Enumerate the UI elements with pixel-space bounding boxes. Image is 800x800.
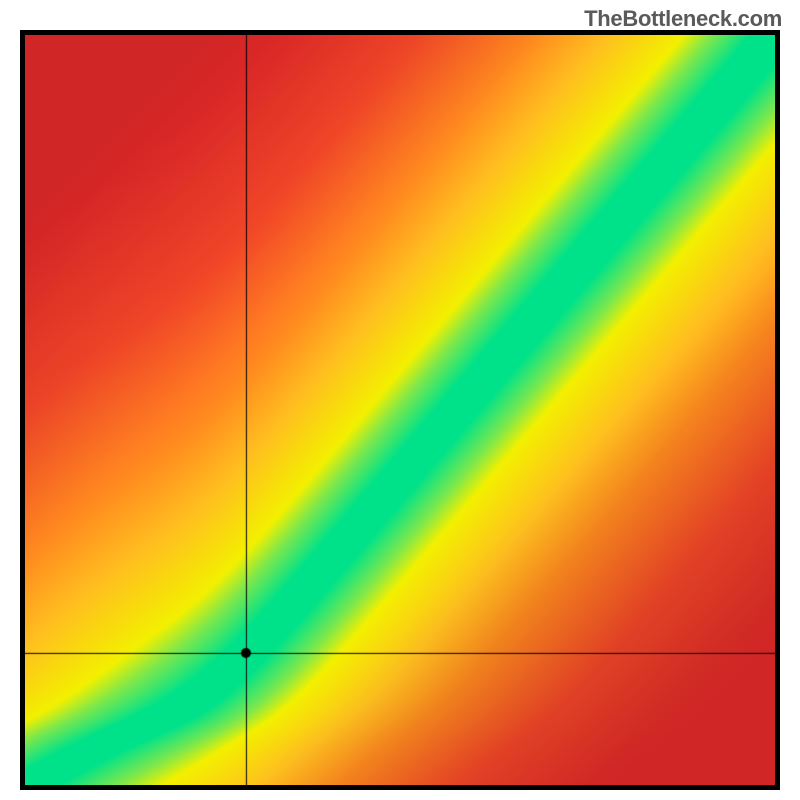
chart-border	[20, 30, 780, 790]
watermark-text: TheBottleneck.com	[584, 6, 782, 32]
bottleneck-heatmap	[25, 35, 775, 785]
